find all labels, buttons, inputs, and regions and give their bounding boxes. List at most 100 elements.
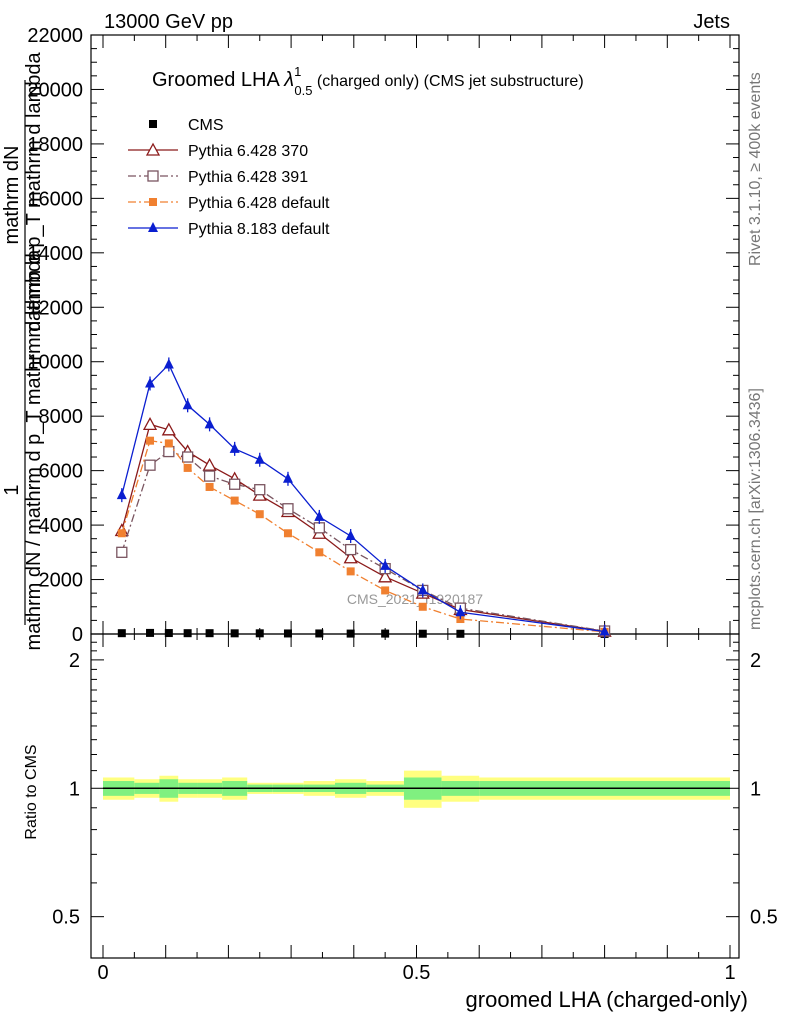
data-point-p8def (380, 559, 391, 570)
data-point-p6def (205, 482, 214, 491)
ratio-axis-ticks: 0.5 0.5 1 1 2 2 (52, 641, 778, 929)
data-point-cms (205, 629, 214, 638)
data-point-p391 (282, 503, 294, 515)
series-p8def (116, 357, 610, 639)
data-point-p391 (163, 445, 175, 458)
legend-marker (145, 142, 161, 156)
data-point-cms (164, 629, 173, 638)
data-point-p6def (117, 529, 126, 538)
data-point-p8def (282, 472, 293, 483)
title-lambda: λ (283, 69, 294, 91)
legend-item-p6def: Pythia 6.428 default (128, 195, 330, 212)
data-point-p6def (381, 586, 390, 595)
data-point-p370 (202, 457, 217, 471)
data-point-p8def (345, 529, 356, 540)
ratio-tick-label-right: 2 (750, 650, 761, 672)
y-tick-label: 12000 (27, 297, 83, 319)
y-label-numerator: 1 (1, 484, 23, 495)
mcplots-label: mcplots.cern.ch [arXiv:1306.3436] (747, 388, 764, 630)
ratio-tick-label-right: 0.5 (750, 907, 778, 929)
process-label: Jets (693, 11, 730, 33)
data-point-p8def (145, 377, 156, 388)
y-tick-label: 2000 (39, 570, 84, 592)
ratio-tick-label: 2 (69, 650, 80, 672)
data-point-p8def (254, 453, 265, 464)
data-point-cms (346, 629, 355, 638)
data-point-cms (146, 628, 155, 637)
main-y-axis-label: mathrm dN mathrm d p_T mathrm d lambda 1… (1, 51, 45, 650)
legend-marker (147, 170, 159, 182)
y-tick-label: 4000 (39, 515, 84, 537)
ratio-y-label: Ratio to CMS (23, 744, 40, 839)
legend-item-p391: Pythia 6.428 391 (128, 169, 308, 186)
data-point-p6def (283, 529, 292, 538)
data-point-p8def (599, 625, 610, 636)
ratio-tick-label: 0.5 (52, 907, 80, 929)
data-point-cms (381, 629, 390, 638)
data-point-cms (315, 629, 324, 638)
data-point-cms (418, 629, 427, 638)
data-point-p8def (182, 399, 193, 410)
y-label-top: mathrm dN (1, 146, 23, 245)
legend-item-p370: Pythia 6.428 370 (128, 142, 308, 160)
ratio-plot-frame (90, 633, 740, 959)
data-point-p8def (314, 510, 325, 521)
title-prefix: Groomed LHA (152, 69, 284, 91)
y-tick-label: 14000 (27, 243, 83, 265)
x-tick-label: 0.5 (403, 962, 431, 984)
y-tick-label: 10000 (27, 352, 83, 374)
data-point-p6def (164, 439, 173, 448)
y-tick-label: 16000 (27, 188, 83, 210)
y-label-bottom: mathrm dN / mathrm d p_T mathrm d lambda (23, 249, 45, 651)
data-point-p391 (203, 470, 216, 482)
data-point-p370 (378, 569, 393, 583)
data-point-p6def (183, 463, 192, 472)
data-point-p6def (418, 602, 427, 611)
series-p391 (116, 445, 611, 637)
title-subscript: 0.5 (294, 83, 312, 98)
y-tick-label: 22000 (27, 25, 83, 47)
data-point-p391 (116, 546, 128, 558)
data-point-cms (456, 629, 465, 638)
x-axis-label: groomed LHA (charged-only) (466, 987, 748, 1012)
data-point-p391 (144, 459, 156, 471)
data-point-p391 (254, 484, 266, 496)
data-point-cms (283, 629, 292, 638)
y-tick-label: 6000 (39, 461, 84, 483)
title-suffix: (charged only) (CMS jet substructure) (312, 73, 583, 90)
data-point-p6def (255, 510, 264, 519)
data-point-p8def (455, 606, 466, 617)
data-point-p370 (343, 550, 358, 564)
legend-item-p8def: Pythia 8.183 default (128, 221, 330, 238)
data-point-p8def (229, 442, 240, 453)
legend-marker (148, 222, 158, 232)
plot-title: Groomed LHA λ1 0.5 (charged only) (CMS je… (152, 64, 584, 98)
data-point-p8def (204, 418, 215, 429)
legend-item-cms: CMS (149, 117, 224, 134)
data-point-p6def (146, 436, 155, 445)
legend-label: Pythia 6.428 370 (188, 143, 308, 160)
data-point-p391 (181, 451, 194, 463)
y-tick-label: 8000 (39, 406, 84, 428)
rivet-version-label: Rivet 3.1.10, ≥ 400k events (747, 72, 764, 266)
main-axis-ticks: 0 2000 4000 6000 8000 10000 12000 14000 16000 180… (27, 25, 739, 646)
legend-label: Pythia 6.428 default (188, 195, 330, 212)
y-tick-label: 18000 (27, 134, 83, 156)
legend-label: Pythia 6.428 391 (188, 169, 308, 186)
data-point-p6def (315, 548, 324, 557)
title-superscript: 1 (294, 64, 301, 79)
data-point-p370 (161, 422, 176, 436)
data-point-p6def (230, 496, 239, 505)
data-point-p391 (229, 478, 241, 490)
x-tick-label: 1 (724, 962, 735, 984)
legend-label: Pythia 8.183 default (188, 221, 330, 238)
ratio-bands (103, 770, 730, 808)
data-point-p8def (163, 358, 174, 369)
y-tick-label: 0 (72, 624, 83, 646)
x-tick-label: 0 (97, 962, 108, 984)
y-label-top2: mathrm d p_T mathrm d lambda (23, 51, 45, 337)
legend: CMS Pythia 6.428 370 Pythia 6.428 391 Pythi… (128, 117, 330, 238)
ratio-tick-label-right: 1 (750, 778, 761, 800)
y-tick-label: 20000 (27, 79, 83, 101)
